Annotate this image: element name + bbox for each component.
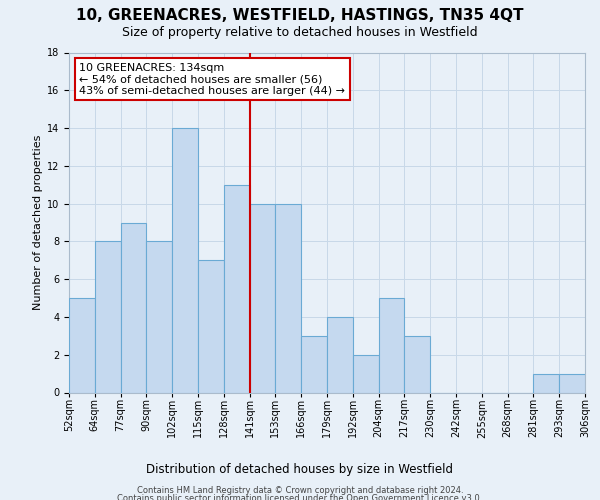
Bar: [275, 204, 301, 392]
Bar: [146, 242, 172, 392]
Bar: [69, 298, 95, 392]
Bar: [533, 374, 559, 392]
Bar: [95, 242, 121, 392]
Bar: [198, 260, 224, 392]
Bar: [327, 317, 353, 392]
Text: 10, GREENACRES, WESTFIELD, HASTINGS, TN35 4QT: 10, GREENACRES, WESTFIELD, HASTINGS, TN3…: [76, 8, 524, 22]
Bar: [172, 128, 198, 392]
Y-axis label: Number of detached properties: Number of detached properties: [33, 135, 43, 310]
Bar: [301, 336, 327, 392]
Bar: [224, 184, 250, 392]
Text: Distribution of detached houses by size in Westfield: Distribution of detached houses by size …: [146, 462, 454, 475]
Bar: [379, 298, 404, 392]
Bar: [121, 222, 146, 392]
Bar: [353, 354, 379, 393]
Text: Contains HM Land Registry data © Crown copyright and database right 2024.: Contains HM Land Registry data © Crown c…: [137, 486, 463, 495]
Text: Contains public sector information licensed under the Open Government Licence v3: Contains public sector information licen…: [118, 494, 482, 500]
Text: 10 GREENACRES: 134sqm
← 54% of detached houses are smaller (56)
43% of semi-deta: 10 GREENACRES: 134sqm ← 54% of detached …: [79, 62, 346, 96]
Bar: [404, 336, 430, 392]
Bar: [559, 374, 585, 392]
Text: Size of property relative to detached houses in Westfield: Size of property relative to detached ho…: [122, 26, 478, 39]
Bar: [250, 204, 275, 392]
